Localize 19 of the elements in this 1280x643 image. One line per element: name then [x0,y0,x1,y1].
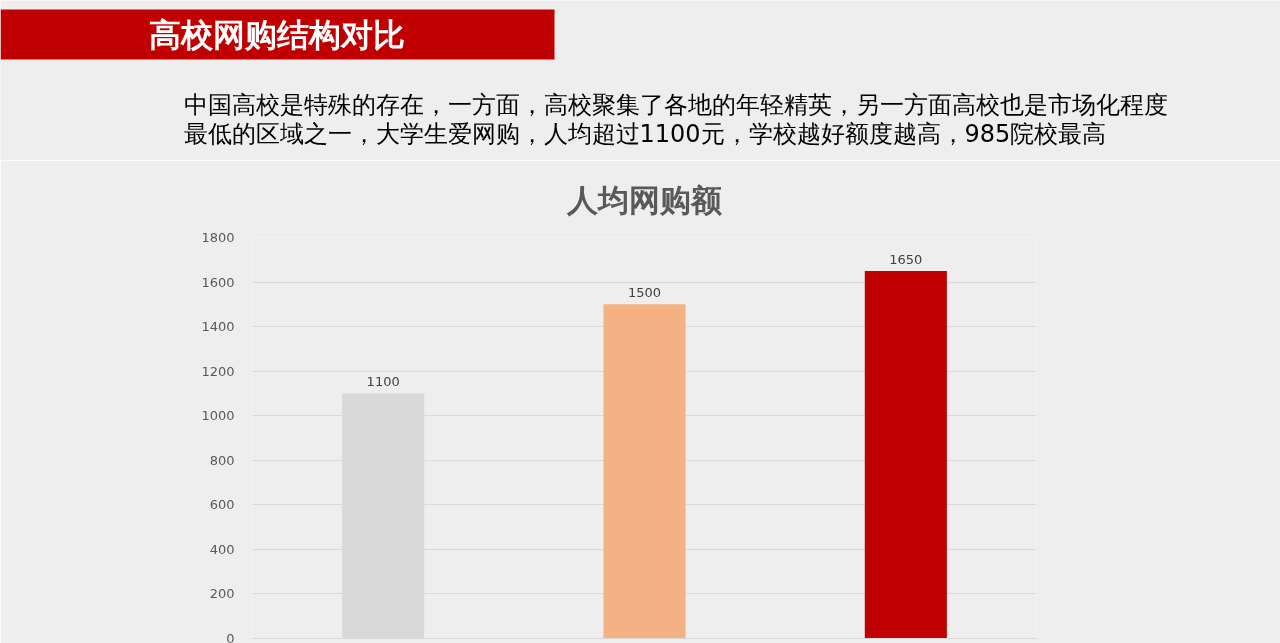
text: 中国高校是特殊的存在，一方面，高校聚集了各地的年轻精英，另一方面高校也是市场化程度 [183,90,1168,119]
y-tick-label: 1600 [201,274,235,290]
data-label: 1500 [627,285,662,301]
y-tick-label: 1400 [201,319,235,335]
data-label: 1100 [366,374,400,390]
y-tick-label: 0 [226,631,235,643]
text: 最低的区域之一，大学生爱网购，人均超过1100元，学校越好额度越高，985院校最高 [183,119,1107,148]
y-tick-label: 200 [209,586,235,602]
y-tick-label: 1000 [201,408,235,424]
bar [864,270,947,639]
text: 高校网购结构对比 [148,15,405,54]
data-label: 1650 [889,251,923,267]
y-tick-label: 1800 [201,230,235,245]
y-tick-label: 1200 [201,363,235,379]
chart-title: 人均网购额 [566,182,722,218]
bar [603,304,686,639]
y-tick-label: 600 [209,497,235,513]
y-tick-label: 400 [209,541,235,557]
y-tick-label: 800 [209,452,235,468]
